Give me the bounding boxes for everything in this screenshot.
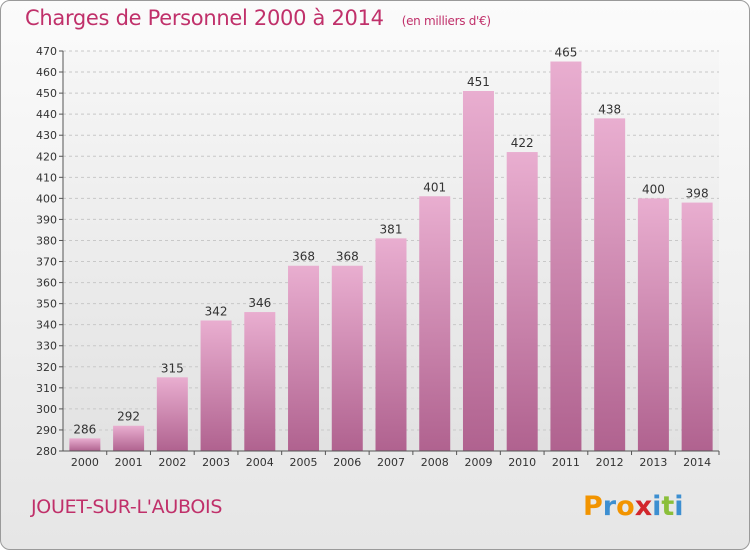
data-label: 346 — [248, 296, 271, 310]
bar — [375, 238, 407, 451]
y-tick-label: 280 — [36, 445, 57, 458]
data-label: 342 — [205, 304, 228, 318]
data-label: 398 — [686, 187, 709, 201]
bar — [113, 425, 145, 451]
logo-letter: x — [634, 491, 653, 522]
x-tick-label: 2000 — [71, 456, 99, 469]
bar — [594, 118, 626, 452]
x-tick-label: 2011 — [552, 456, 580, 469]
x-tick-label: 2007 — [377, 456, 405, 469]
x-tick-label: 2009 — [464, 456, 492, 469]
y-tick-label: 320 — [36, 361, 57, 374]
y-tick-label: 380 — [36, 234, 57, 247]
data-label: 401 — [423, 180, 446, 194]
y-tick-label: 470 — [36, 45, 57, 58]
y-tick-label: 310 — [36, 382, 57, 395]
x-tick-label: 2014 — [683, 456, 711, 469]
data-label: 381 — [380, 222, 403, 236]
y-tick-label: 460 — [36, 66, 57, 79]
y-tick-label: 360 — [36, 277, 57, 290]
y-tick-label: 440 — [36, 108, 57, 121]
data-label: 422 — [511, 136, 534, 150]
y-tick-label: 430 — [36, 129, 57, 142]
bar — [419, 196, 451, 451]
x-tick-label: 2001 — [115, 456, 143, 469]
proxiti-logo: Proxiti — [583, 491, 684, 522]
data-label: 400 — [642, 182, 665, 196]
x-tick-label: 2004 — [246, 456, 274, 469]
x-tick-label: 2002 — [158, 456, 186, 469]
x-tick-label: 2012 — [596, 456, 624, 469]
data-label: 286 — [73, 422, 96, 436]
x-tick-label: 2006 — [333, 456, 361, 469]
y-tick-label: 370 — [36, 256, 57, 269]
data-label: 465 — [554, 46, 577, 60]
x-tick-label: 2010 — [508, 456, 536, 469]
bar — [550, 61, 582, 452]
bar — [244, 312, 276, 451]
bar — [200, 320, 232, 451]
logo-letter: o — [616, 491, 635, 522]
bar — [288, 265, 320, 451]
x-tick-label: 2005 — [290, 456, 318, 469]
bar — [462, 91, 494, 451]
data-label: 368 — [336, 250, 359, 264]
data-label: 292 — [117, 410, 140, 424]
x-tick-label: 2013 — [639, 456, 667, 469]
bar — [681, 202, 713, 451]
y-tick-label: 390 — [36, 213, 57, 226]
data-label: 438 — [598, 102, 621, 116]
logo-letter: t — [661, 491, 675, 522]
bar — [156, 377, 188, 451]
y-tick-label: 330 — [36, 340, 57, 353]
y-tick-label: 300 — [36, 403, 57, 416]
bar — [69, 438, 101, 451]
logo-letter: i — [652, 491, 662, 522]
chart-subtitle: (en milliers d'€) — [401, 14, 491, 28]
chart-title: Charges de Personnel 2000 à 2014 (en mill… — [25, 6, 491, 30]
bar — [506, 152, 538, 452]
chart-title-text: Charges de Personnel 2000 à 2014 — [25, 6, 384, 30]
y-tick-label: 400 — [36, 192, 57, 205]
bar — [637, 198, 669, 451]
x-tick-label: 2008 — [421, 456, 449, 469]
y-tick-label: 450 — [36, 87, 57, 100]
y-tick-label: 350 — [36, 298, 57, 311]
y-tick-label: 340 — [36, 319, 57, 332]
commune-name: JOUET-SUR-L'AUBOIS — [31, 496, 223, 518]
y-tick-label: 410 — [36, 171, 57, 184]
x-tick-label: 2003 — [202, 456, 230, 469]
y-tick-label: 420 — [36, 150, 57, 163]
data-label: 368 — [292, 250, 315, 264]
bar — [331, 265, 363, 451]
logo-letter: i — [674, 491, 684, 522]
data-label: 315 — [161, 361, 184, 375]
y-tick-label: 290 — [36, 424, 57, 437]
logo-letter: P — [583, 491, 603, 522]
data-label: 451 — [467, 75, 490, 89]
logo-letter: r — [602, 491, 617, 522]
